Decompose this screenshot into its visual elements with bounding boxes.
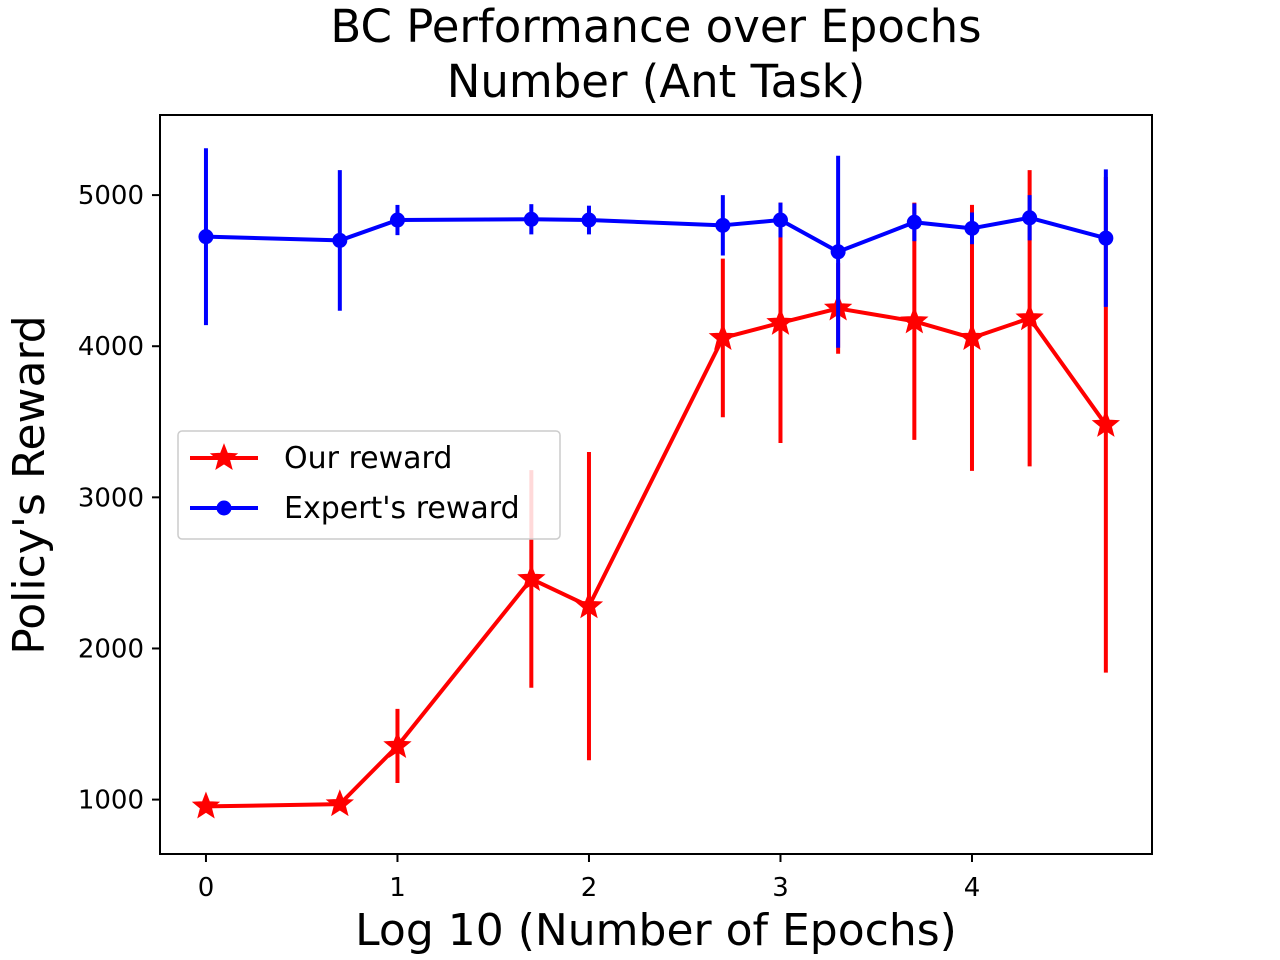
data-point	[517, 564, 546, 591]
legend-label: Our reward	[284, 441, 452, 476]
data-point	[964, 220, 980, 236]
axes: 0 1 2 3 4 1000 2000 3000 4000 5000 Log 10 (Number …	[4, 114, 1153, 956]
data-point	[906, 214, 922, 230]
y-tick-label: 3000	[78, 483, 144, 513]
plot-frame	[159, 114, 1153, 855]
chart-title-line-2: Number (Ant Task)	[447, 55, 866, 108]
legend-item-1: Our reward	[190, 441, 452, 476]
x-tick-label: 0	[198, 873, 215, 903]
data-point	[389, 212, 405, 228]
data-point	[1091, 409, 1121, 437]
legend-marker	[216, 500, 232, 516]
series-line	[205, 215, 1107, 254]
data-point	[900, 306, 929, 334]
y-tick-label: 5000	[78, 181, 144, 211]
data-point	[957, 323, 987, 350]
data-point	[325, 789, 354, 817]
data-point	[1098, 230, 1114, 246]
x-tick-label: 3	[772, 873, 789, 903]
data-point	[772, 212, 788, 228]
plot-area	[191, 148, 1121, 819]
y-axis-label: Policy's Reward	[4, 315, 55, 654]
y-tick-label: 4000	[78, 332, 144, 362]
x-axis-label: Log 10 (Number of Epochs)	[355, 905, 957, 956]
x-tick-label: 1	[389, 873, 406, 903]
legend-marker	[209, 443, 239, 471]
series-2	[198, 148, 1114, 348]
data-point	[1022, 210, 1038, 226]
y-tick-label: 1000	[78, 786, 144, 816]
data-point	[574, 591, 604, 619]
data-point	[830, 244, 846, 260]
series-1	[191, 170, 1121, 819]
legend: Our reward Expert's reward	[177, 430, 561, 540]
y-tick-label: 2000	[78, 634, 144, 664]
x-tick-label: 2	[581, 873, 598, 903]
legend-box	[177, 430, 561, 540]
data-point	[708, 323, 737, 350]
data-point	[523, 211, 539, 227]
data-point	[383, 731, 412, 758]
data-point	[766, 307, 795, 335]
legend-label: Expert's reward	[284, 491, 520, 526]
data-point	[1015, 303, 1044, 331]
data-point	[332, 232, 348, 248]
data-point	[191, 791, 221, 819]
data-point	[581, 212, 597, 228]
chart-title-line-1: BC Performance over Epochs	[330, 0, 981, 53]
x-tick-label: 4	[964, 873, 981, 903]
data-point	[715, 217, 731, 233]
legend-item-2: Expert's reward	[190, 491, 520, 526]
data-point	[198, 229, 214, 245]
